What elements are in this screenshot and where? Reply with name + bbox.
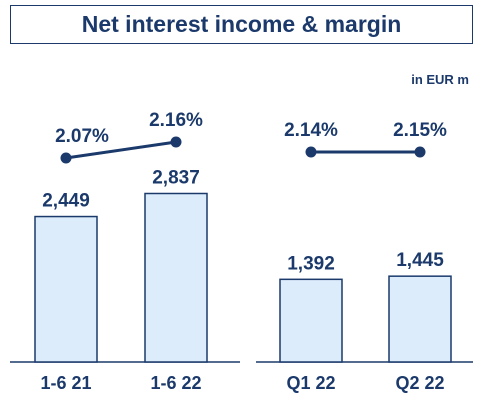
bar-value-label: 2,837 [152,167,200,188]
bar-value-label: 2,449 [42,191,90,212]
bar [34,215,98,363]
bar-value-label: 1,445 [396,250,444,271]
bar [279,278,343,363]
category-tick-label: 1-6 22 [150,373,201,393]
chart-title-box: Net interest income & margin [10,5,473,44]
margin-point [414,146,426,158]
category-tick-label: Q1 22 [286,373,335,393]
margin-value-label: 2.07% [55,126,109,147]
margin-point [60,152,72,164]
margin-series-line [65,140,177,160]
margin-point [170,136,182,148]
bar [388,275,452,363]
category-tick-label: 1-6 21 [40,373,91,393]
margin-value-label: 2.15% [393,120,447,141]
unit-label: in EUR m [411,72,469,87]
bar-value-label: 1,392 [287,253,335,274]
chart-panel-1: 1,392 Q1 22 1,445 Q2 22 2.14% 2.15% [256,120,473,393]
margin-point [305,146,317,158]
margin-value-label: 2.16% [149,110,203,131]
chart-title: Net interest income & margin [81,11,402,37]
margin-value-label: 2.14% [284,120,338,141]
chart-panel-0: 2,449 1-6 21 2,837 1-6 22 2.07% 2.16% [10,110,240,393]
bar [144,192,208,363]
category-tick-label: Q2 22 [395,373,444,393]
